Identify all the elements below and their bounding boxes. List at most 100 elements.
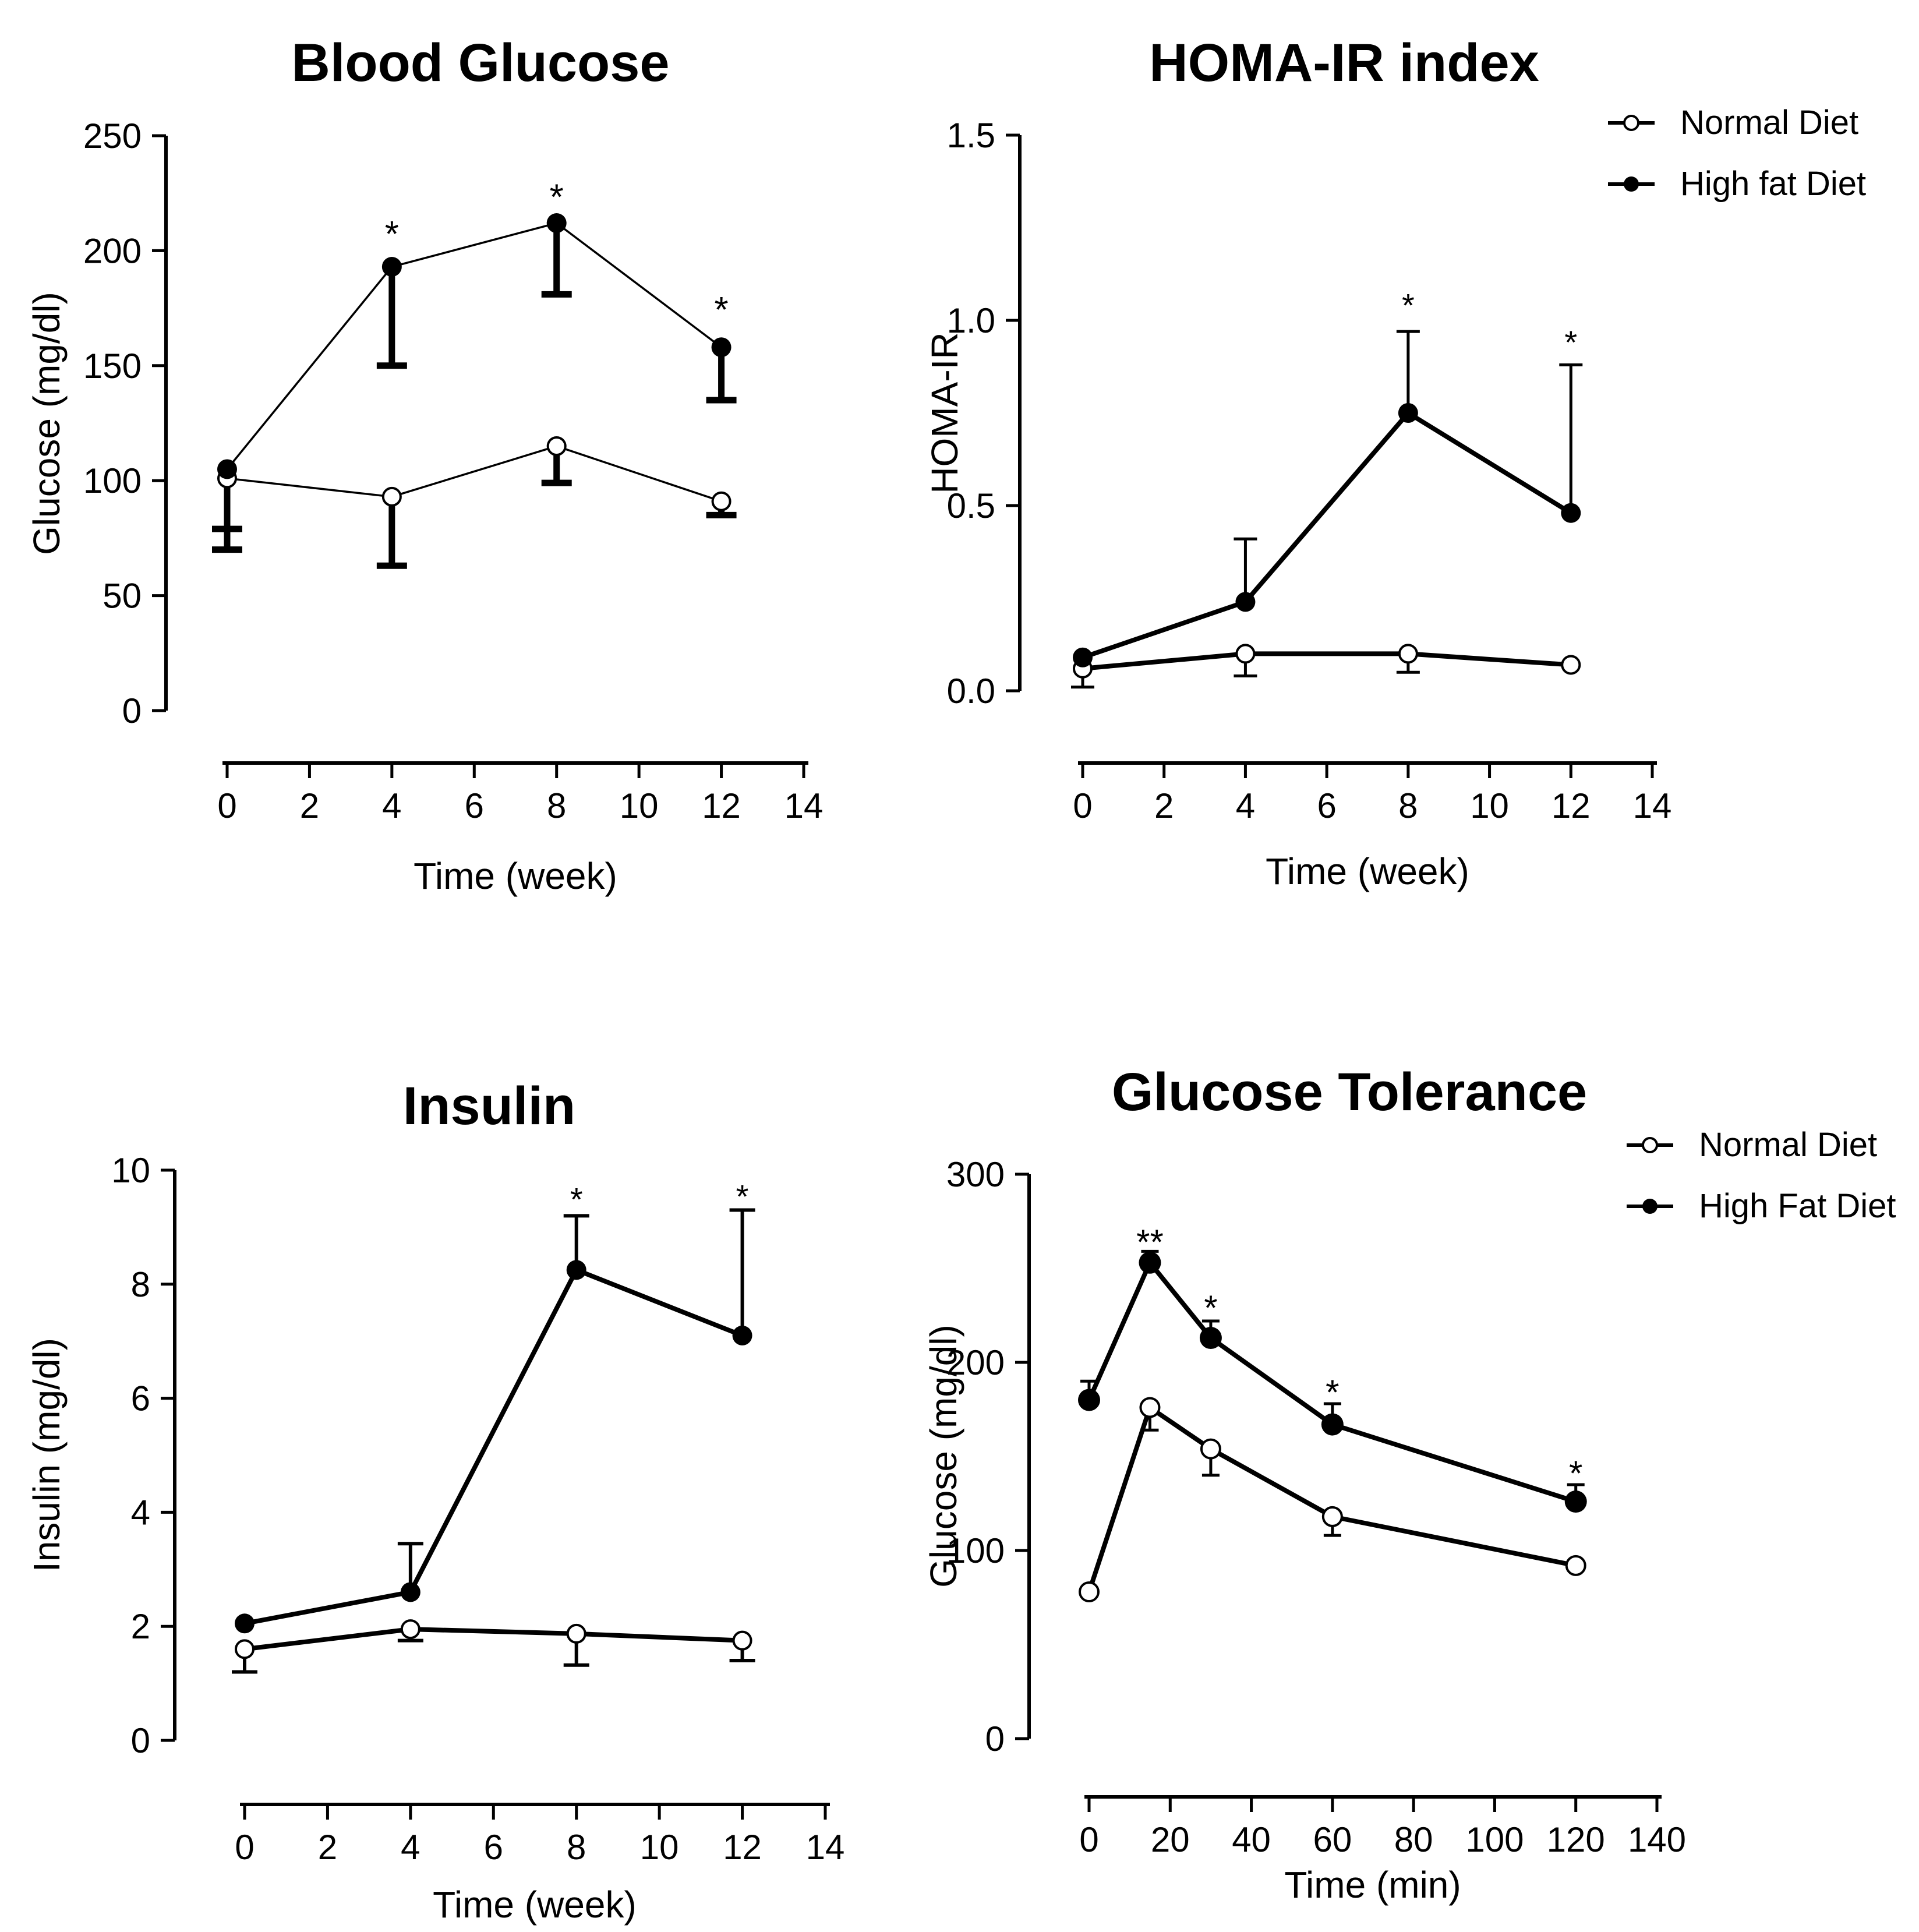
legend-item-high-fat-diet: High Fat Diet bbox=[1625, 1175, 1896, 1237]
y-axis: 0 50 100 150 200 250 bbox=[83, 116, 168, 730]
annotations: ***** bbox=[1136, 1223, 1582, 1493]
markers-normal-diet bbox=[235, 1619, 752, 1659]
svg-text:0: 0 bbox=[131, 1721, 150, 1760]
svg-text:12: 12 bbox=[702, 786, 741, 825]
svg-text:0: 0 bbox=[217, 786, 236, 825]
svg-text:50: 50 bbox=[103, 577, 142, 616]
x-axis-label: Time (week) bbox=[433, 1884, 637, 1926]
svg-text:0.5: 0.5 bbox=[947, 486, 995, 525]
open-circle-marker-icon bbox=[1627, 1136, 1673, 1153]
svg-text:200: 200 bbox=[83, 231, 142, 270]
y-axis: 0 2 4 6 8 10 bbox=[111, 1151, 176, 1760]
series-normal-diet bbox=[232, 1627, 755, 1674]
svg-text:6: 6 bbox=[131, 1379, 150, 1418]
svg-text:100: 100 bbox=[1465, 1820, 1524, 1859]
chart-plot: 0 50 100 150 200 250 0 2 4 6 8 10 12 14 * * * bbox=[83, 116, 824, 825]
x-axis-label: Time (week) bbox=[1266, 850, 1469, 892]
svg-text:10: 10 bbox=[1470, 786, 1509, 825]
svg-text:*: * bbox=[550, 178, 564, 218]
series-high-fat-diet bbox=[1080, 330, 1583, 660]
svg-text:10: 10 bbox=[111, 1151, 150, 1190]
markers-high-fat-diet bbox=[1078, 1251, 1587, 1513]
svg-text:120: 120 bbox=[1547, 1820, 1605, 1859]
panel-homa-ir: HOMA-IR index HOMA-IR 0.0 0.5 1.0 1.5 0 2 4 6 8 1… bbox=[909, 0, 1919, 990]
markers-normal-diet bbox=[217, 436, 731, 511]
svg-text:1.5: 1.5 bbox=[947, 116, 995, 155]
legend-label: High Fat Diet bbox=[1699, 1187, 1896, 1225]
chart-title: HOMA-IR index bbox=[1149, 33, 1539, 93]
markers-normal-diet bbox=[1079, 1397, 1586, 1603]
chart-title: Blood Glucose bbox=[291, 33, 670, 93]
panel-insulin: Insulin Insulin (mg/dl) 0 2 4 6 8 10 0 2 4 6 8 10 12… bbox=[0, 1019, 909, 1932]
panel-blood-glucose: Blood Glucose Glucose (mg/dl) 0 50 100 150 2… bbox=[0, 0, 909, 990]
x-axis-label: Time (min) bbox=[1284, 1864, 1461, 1906]
svg-text:12: 12 bbox=[723, 1828, 762, 1867]
svg-text:6: 6 bbox=[465, 786, 484, 825]
series-high-fat-diet bbox=[212, 222, 737, 532]
svg-text:**: ** bbox=[1136, 1223, 1164, 1262]
svg-text:*: * bbox=[736, 1178, 749, 1214]
legend-item-normal-diet: Normal Diet bbox=[1607, 92, 1866, 153]
svg-text:4: 4 bbox=[401, 1828, 420, 1867]
annotations: ** bbox=[570, 1178, 749, 1217]
svg-text:1.0: 1.0 bbox=[947, 301, 995, 340]
filled-circle-marker-icon bbox=[1627, 1198, 1673, 1214]
series-high-fat-diet bbox=[242, 1208, 755, 1626]
svg-text:2: 2 bbox=[1154, 786, 1174, 825]
filled-circle-marker-icon bbox=[1608, 176, 1655, 192]
series-normal-diet bbox=[1071, 651, 1574, 689]
svg-text:10: 10 bbox=[620, 786, 659, 825]
svg-text:0.0: 0.0 bbox=[947, 672, 995, 711]
svg-text:140: 140 bbox=[1628, 1820, 1686, 1859]
svg-text:200: 200 bbox=[946, 1343, 1005, 1382]
series-normal-diet bbox=[212, 445, 737, 569]
svg-text:*: * bbox=[570, 1181, 583, 1217]
svg-text:14: 14 bbox=[1633, 786, 1672, 825]
svg-text:*: * bbox=[1564, 324, 1577, 361]
legend-label: Normal Diet bbox=[1680, 104, 1859, 142]
annotations: * * * bbox=[385, 178, 729, 330]
chart-plot: 0.00.51.01.50 2 4 6 8 10 12 14** bbox=[947, 116, 1672, 825]
legend: Normal Diet High Fat Diet bbox=[1625, 1114, 1896, 1237]
legend-item-high-fat-diet: High fat Diet bbox=[1607, 153, 1866, 214]
y-axis: 0.0 0.5 1.0 1.5 bbox=[947, 116, 1022, 711]
markers-normal-diet bbox=[1073, 644, 1581, 679]
open-circle-marker-icon bbox=[1608, 114, 1655, 131]
legend-label: High fat Diet bbox=[1680, 165, 1867, 203]
x-axis: 0 2 4 6 8 10 12 14 bbox=[235, 1803, 845, 1867]
svg-text:*: * bbox=[1326, 1373, 1339, 1412]
svg-text:2: 2 bbox=[318, 1828, 337, 1867]
svg-text:4: 4 bbox=[131, 1493, 150, 1532]
legend: Normal Diet High fat Diet bbox=[1607, 92, 1866, 214]
svg-text:0: 0 bbox=[1079, 1820, 1098, 1859]
x-axis: 0 20 40 60 80 100 120 140 bbox=[1079, 1795, 1686, 1859]
svg-text:2: 2 bbox=[131, 1607, 150, 1646]
svg-text:0: 0 bbox=[1073, 786, 1092, 825]
svg-text:4: 4 bbox=[1236, 786, 1255, 825]
svg-text:100: 100 bbox=[83, 461, 142, 500]
svg-text:14: 14 bbox=[784, 786, 824, 825]
svg-text:0: 0 bbox=[235, 1828, 254, 1867]
svg-text:40: 40 bbox=[1232, 1820, 1271, 1859]
svg-text:*: * bbox=[1402, 287, 1415, 323]
svg-text:150: 150 bbox=[83, 347, 142, 386]
svg-text:8: 8 bbox=[131, 1265, 150, 1304]
svg-text:6: 6 bbox=[1317, 786, 1336, 825]
svg-text:8: 8 bbox=[1398, 786, 1418, 825]
svg-text:8: 8 bbox=[567, 1828, 586, 1867]
y-axis: 0 100 200 300 bbox=[946, 1155, 1031, 1758]
svg-text:6: 6 bbox=[484, 1828, 503, 1867]
svg-text:*: * bbox=[385, 214, 399, 255]
svg-text:0: 0 bbox=[985, 1719, 1005, 1758]
svg-text:*: * bbox=[715, 290, 729, 330]
markers-high-fat-diet bbox=[235, 1260, 752, 1634]
svg-text:14: 14 bbox=[806, 1828, 845, 1867]
svg-text:250: 250 bbox=[83, 116, 142, 156]
panel-glucose-tolerance: Glucose Tolerance Glucose (mg/dl) 0 100 20… bbox=[909, 1019, 1919, 1932]
markers-high-fat-diet bbox=[217, 213, 731, 479]
legend-label: Normal Diet bbox=[1699, 1126, 1878, 1164]
svg-text:*: * bbox=[1204, 1288, 1217, 1327]
svg-text:4: 4 bbox=[382, 786, 401, 825]
markers-high-fat-diet bbox=[1073, 403, 1581, 667]
